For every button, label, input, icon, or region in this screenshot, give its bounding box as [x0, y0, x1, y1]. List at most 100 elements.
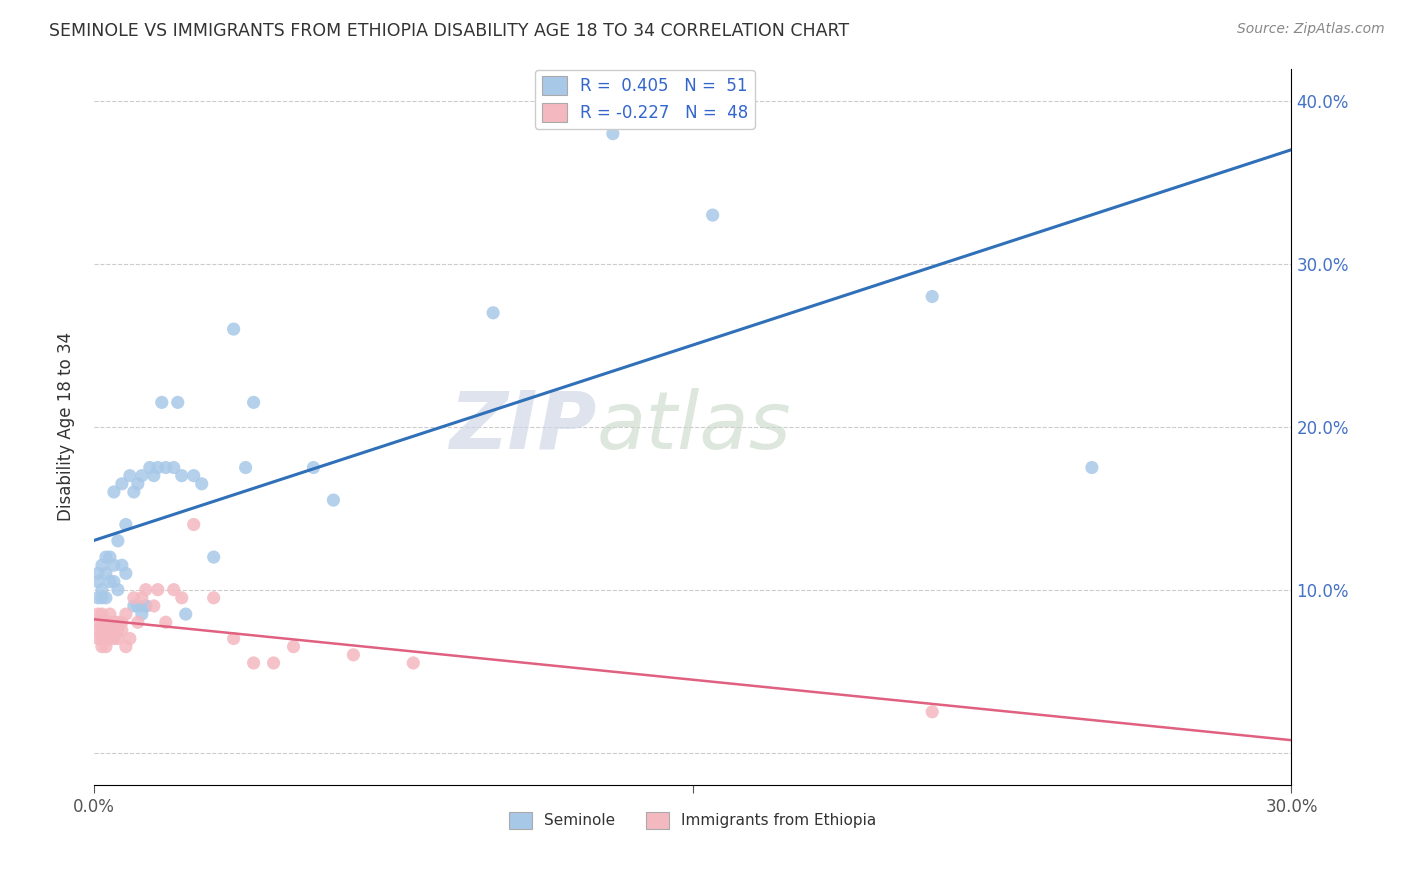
Point — [90, 582, 112, 597]
Point — [135, 582, 157, 597]
Point — [111, 476, 134, 491]
Point — [103, 574, 125, 589]
Point — [142, 599, 165, 613]
Point — [127, 476, 149, 491]
Point — [103, 615, 125, 630]
Point — [111, 615, 134, 630]
Point — [107, 615, 129, 630]
Point — [242, 656, 264, 670]
Point — [115, 607, 138, 621]
Point — [111, 558, 134, 573]
Point — [131, 468, 153, 483]
Legend: Seminole, Immigrants from Ethiopia: Seminole, Immigrants from Ethiopia — [503, 805, 883, 835]
Point — [107, 624, 129, 638]
Point — [166, 395, 188, 409]
Point — [150, 395, 173, 409]
Point — [90, 632, 112, 646]
Point — [115, 566, 138, 581]
Point — [183, 517, 205, 532]
Point — [242, 395, 264, 409]
Point — [302, 460, 325, 475]
Point — [122, 591, 145, 605]
Point — [131, 607, 153, 621]
Point — [190, 476, 212, 491]
Point — [98, 624, 121, 638]
Point — [90, 615, 112, 630]
Point — [127, 615, 149, 630]
Point — [163, 460, 186, 475]
Point — [87, 566, 110, 581]
Point — [402, 656, 425, 670]
Point — [90, 558, 112, 573]
Point — [283, 640, 305, 654]
Point — [98, 574, 121, 589]
Text: Source: ZipAtlas.com: Source: ZipAtlas.com — [1237, 22, 1385, 37]
Point — [98, 607, 121, 621]
Y-axis label: Disability Age 18 to 34: Disability Age 18 to 34 — [58, 332, 75, 521]
Point — [155, 460, 177, 475]
Point — [921, 289, 943, 303]
Point — [118, 468, 141, 483]
Point — [103, 632, 125, 646]
Point — [921, 705, 943, 719]
Text: SEMINOLE VS IMMIGRANTS FROM ETHIOPIA DISABILITY AGE 18 TO 34 CORRELATION CHART: SEMINOLE VS IMMIGRANTS FROM ETHIOPIA DIS… — [49, 22, 849, 40]
Point — [131, 591, 153, 605]
Point — [183, 468, 205, 483]
Point — [107, 582, 129, 597]
Point — [118, 632, 141, 646]
Point — [602, 127, 624, 141]
Point — [135, 599, 157, 613]
Point — [94, 615, 117, 630]
Point — [87, 607, 110, 621]
Point — [98, 632, 121, 646]
Point — [122, 599, 145, 613]
Point — [146, 460, 169, 475]
Point — [702, 208, 724, 222]
Point — [87, 574, 110, 589]
Point — [94, 615, 117, 630]
Point — [222, 322, 245, 336]
Point — [142, 468, 165, 483]
Point — [103, 485, 125, 500]
Point — [170, 591, 193, 605]
Point — [155, 615, 177, 630]
Point — [170, 468, 193, 483]
Point — [222, 632, 245, 646]
Point — [127, 599, 149, 613]
Point — [482, 306, 505, 320]
Point — [163, 582, 186, 597]
Point — [122, 485, 145, 500]
Point — [115, 640, 138, 654]
Point — [135, 599, 157, 613]
Point — [94, 640, 117, 654]
Point — [115, 517, 138, 532]
Point — [111, 624, 134, 638]
Point — [235, 460, 257, 475]
Point — [202, 591, 225, 605]
Point — [90, 640, 112, 654]
Point — [107, 533, 129, 548]
Point — [1081, 460, 1104, 475]
Point — [103, 558, 125, 573]
Point — [139, 460, 162, 475]
Point — [87, 632, 110, 646]
Text: atlas: atlas — [598, 388, 792, 466]
Point — [94, 632, 117, 646]
Point — [87, 591, 110, 605]
Point — [90, 607, 112, 621]
Point — [103, 624, 125, 638]
Point — [107, 632, 129, 646]
Point — [90, 624, 112, 638]
Point — [94, 550, 117, 565]
Point — [342, 648, 364, 662]
Point — [202, 550, 225, 565]
Text: ZIP: ZIP — [450, 388, 598, 466]
Point — [98, 550, 121, 565]
Point — [90, 591, 112, 605]
Point — [87, 624, 110, 638]
Point — [94, 624, 117, 638]
Point — [146, 582, 169, 597]
Point — [263, 656, 285, 670]
Point — [94, 591, 117, 605]
Point — [174, 607, 197, 621]
